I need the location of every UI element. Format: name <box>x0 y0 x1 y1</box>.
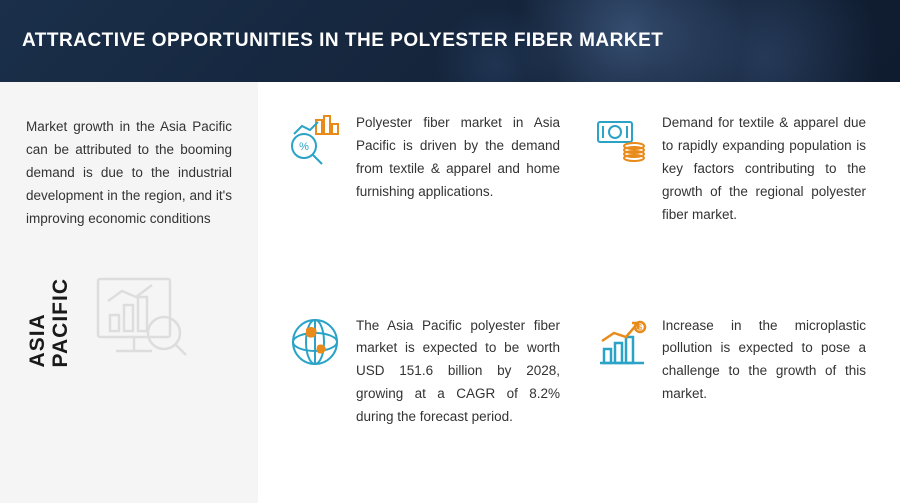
region-line-1: ASIA <box>26 314 49 368</box>
region-label: ASIA PACIFIC <box>26 278 72 367</box>
tile-text: Increase in the microplastic pollution i… <box>662 315 866 407</box>
analytics-board-icon <box>86 271 196 376</box>
header-banner: ATTRACTIVE OPPORTUNITIES IN THE POLYESTE… <box>0 0 900 82</box>
analytics-chart-icon: % <box>288 112 342 166</box>
svg-text:$: $ <box>638 323 643 332</box>
region-block: ASIA PACIFIC <box>26 271 232 376</box>
page-title: ATTRACTIVE OPPORTUNITIES IN THE POLYESTE… <box>22 30 663 52</box>
money-coins-icon <box>594 112 648 166</box>
svg-text:%: % <box>299 141 309 153</box>
tile-text: The Asia Pacific polyester fiber market … <box>356 315 560 430</box>
tile-text: Demand for textile & apparel due to rapi… <box>662 112 866 227</box>
left-column: Market growth in the Asia Pacific can be… <box>0 82 258 503</box>
tile-forecast: The Asia Pacific polyester fiber market … <box>288 315 560 484</box>
tile-demand: Demand for textile & apparel due to rapi… <box>594 112 866 281</box>
tile-challenge: $ Increase in the microplastic pollution… <box>594 315 866 484</box>
intro-paragraph: Market growth in the Asia Pacific can be… <box>26 116 232 231</box>
tiles-grid: % Polyester fiber market in Asia Pacific… <box>258 82 900 503</box>
globe-icon <box>288 315 342 369</box>
growth-bars-icon: $ <box>594 315 648 369</box>
region-line-2: PACIFIC <box>49 278 72 367</box>
tile-drivers: % Polyester fiber market in Asia Pacific… <box>288 112 560 281</box>
tile-text: Polyester fiber market in Asia Pacific i… <box>356 112 560 204</box>
content-area: Market growth in the Asia Pacific can be… <box>0 82 900 503</box>
